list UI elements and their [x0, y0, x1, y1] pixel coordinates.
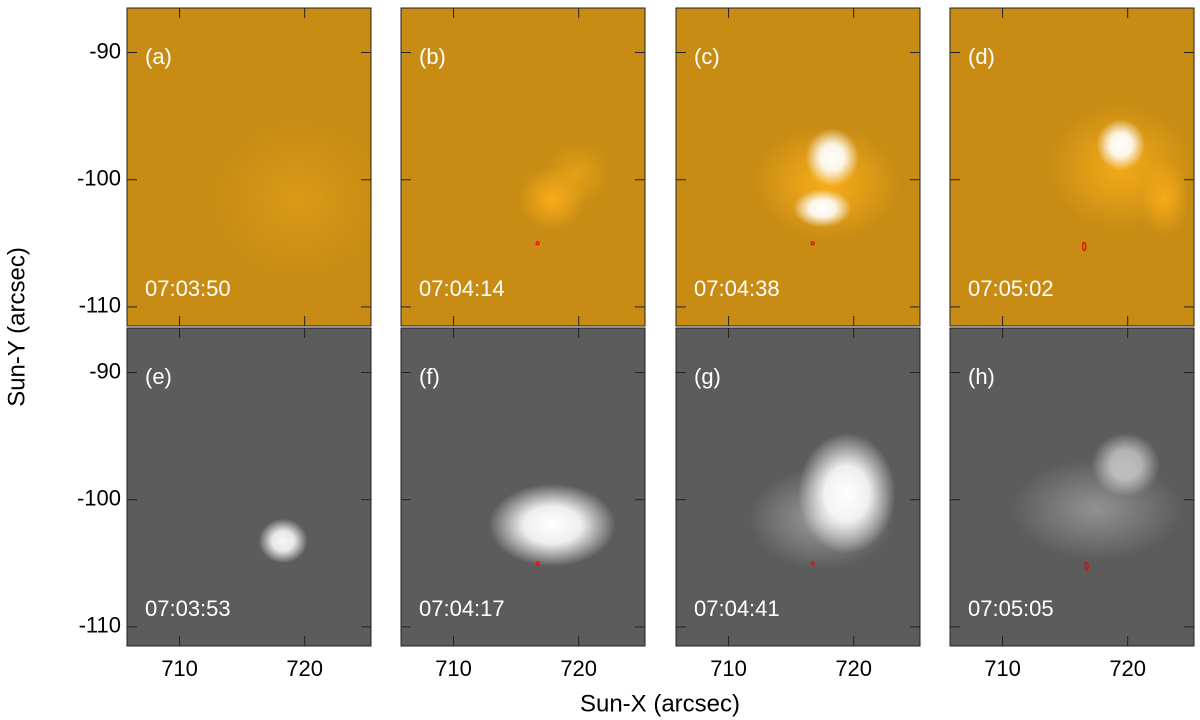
- panel-frame: [949, 327, 1195, 647]
- panel-frame: [400, 7, 646, 327]
- panel-time: 07:04:17: [419, 596, 505, 621]
- emission-blob: [1096, 119, 1146, 171]
- y-tick-label: -90: [89, 358, 121, 383]
- contour: [810, 241, 815, 246]
- panel-time: 07:04:41: [694, 596, 780, 621]
- panel-label: (f): [419, 364, 440, 389]
- emission-blob: [258, 518, 308, 564]
- y-tick-label: -110: [79, 613, 121, 638]
- x-tick-label: 720: [835, 656, 872, 681]
- emission-blob: [212, 119, 384, 279]
- emission-blob: [542, 141, 611, 206]
- image-background: [401, 328, 645, 646]
- x-tick-label: 720: [1109, 656, 1146, 681]
- panel-label: (b): [419, 44, 446, 69]
- y-axis-title: Sun-Y (arcsec): [3, 247, 30, 407]
- contour: [1084, 561, 1089, 572]
- contour: [535, 241, 540, 246]
- panel-frame: [126, 7, 372, 327]
- y-tick-label: -100: [77, 166, 121, 191]
- y-tick-label: -100: [77, 486, 121, 511]
- x-tick-label: 720: [560, 656, 597, 681]
- y-tick-label: -90: [89, 38, 121, 63]
- panel-label: (g): [694, 364, 721, 389]
- emission-blob: [488, 483, 616, 567]
- contour: [535, 561, 540, 566]
- panel-time: 07:05:05: [968, 596, 1054, 621]
- panel-time: 07:04:38: [694, 276, 780, 301]
- panel-label: (h): [968, 364, 995, 389]
- panel-time: 07:03:50: [145, 276, 231, 301]
- y-tick-label: -110: [79, 293, 121, 318]
- panel-time: 07:03:53: [145, 596, 231, 621]
- panel-label: (c): [694, 44, 720, 69]
- emission-blob: [793, 189, 852, 228]
- panel-frame: [400, 327, 646, 647]
- emission-blob: [798, 432, 896, 554]
- contour: [1082, 241, 1087, 252]
- emission-blob: [805, 128, 859, 187]
- panel-frame: [675, 7, 921, 327]
- emission-blob: [1091, 432, 1160, 497]
- x-axis-title: Sun-X (arcsec): [580, 690, 740, 717]
- panel-frame: [126, 327, 372, 647]
- panel-frame: [949, 7, 1195, 327]
- x-tick-label: 710: [984, 656, 1021, 681]
- x-tick-label: 720: [286, 656, 323, 681]
- image-background: [127, 328, 371, 646]
- x-tick-label: 710: [161, 656, 198, 681]
- panel-label: (d): [968, 44, 995, 69]
- panel-label: (a): [145, 44, 172, 69]
- panel-label: (e): [145, 364, 172, 389]
- emission-blob: [1140, 160, 1190, 237]
- panel-time: 07:05:02: [968, 276, 1054, 301]
- panel-frame: [675, 327, 921, 647]
- x-tick-label: 710: [710, 656, 747, 681]
- x-tick-label: 710: [435, 656, 472, 681]
- contour: [810, 561, 815, 566]
- panel-time: 07:04:14: [419, 276, 505, 301]
